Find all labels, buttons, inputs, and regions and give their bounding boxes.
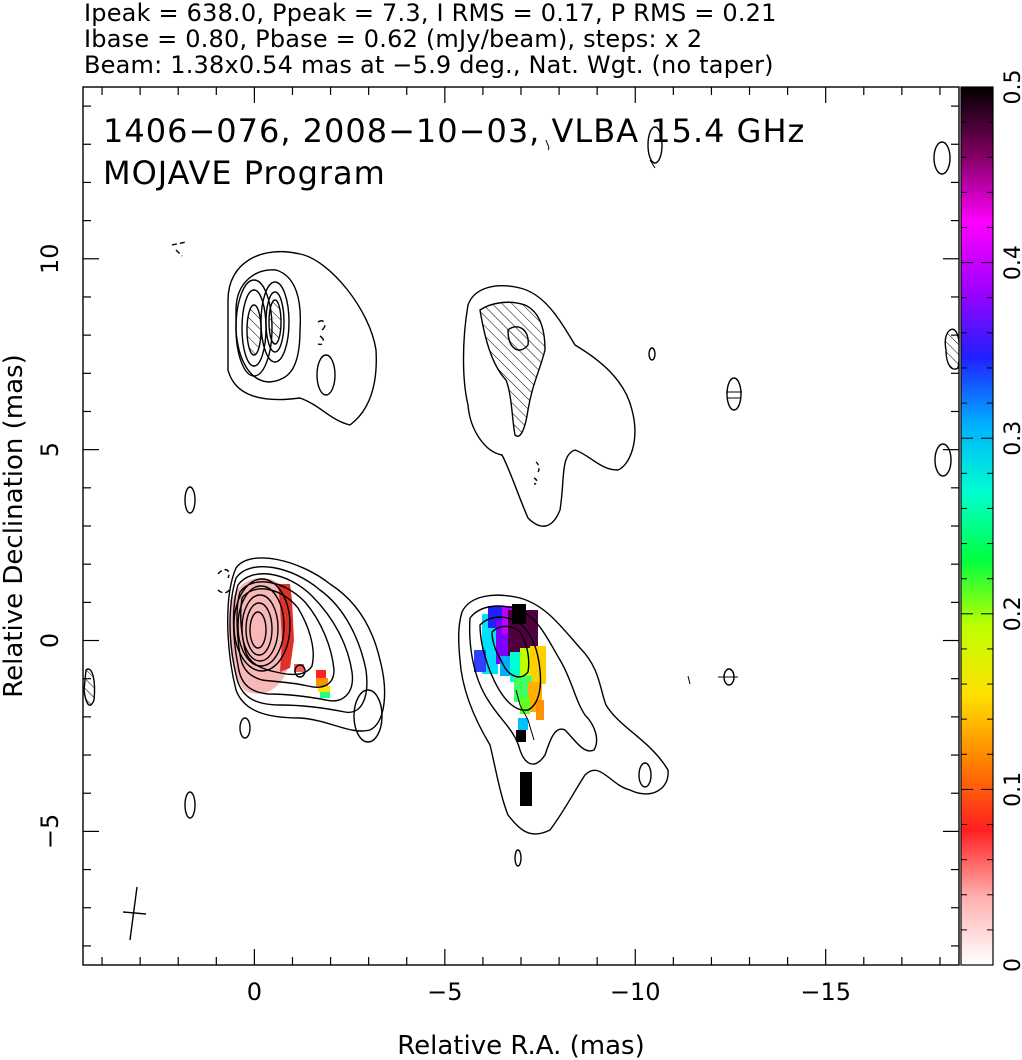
spot (84, 669, 95, 705)
beam-marker (123, 887, 146, 940)
spot (934, 142, 950, 174)
spot (185, 487, 195, 513)
y-tick-label: 10 (36, 244, 64, 275)
plot-frame (83, 87, 959, 965)
colorbar-tick-label: 0.3 (1001, 421, 1022, 456)
y-tick-label: 0 (36, 633, 64, 648)
chart-title: 1406−076, 2008−10−03, VLBA 15.4 GHz (103, 112, 805, 150)
knot-green (320, 692, 330, 698)
spot (726, 392, 742, 398)
y-tick-label: −5 (36, 814, 64, 849)
colorbar-tick-label: 0 (1001, 958, 1022, 972)
colorbar-tick-label: 0.5 (1001, 70, 1022, 105)
contours (84, 127, 960, 940)
colorbar-tick-label: 0.1 (1001, 772, 1022, 807)
x-tick-label: −5 (427, 978, 462, 1006)
x-tick-label: −10 (610, 978, 661, 1006)
jet-pol-blob (474, 604, 546, 806)
spot (727, 378, 741, 410)
polarization-overlay (229, 578, 546, 806)
spot (688, 676, 738, 684)
x-axis-label: Relative R.A. (mas) (397, 1031, 644, 1060)
knot-red (316, 670, 326, 678)
x-tick-label: −15 (800, 978, 851, 1006)
axes: 0 −5 −10 −15 −5 0 5 10 (36, 87, 959, 1006)
chart-subtitle: MOJAVE Program (103, 154, 386, 192)
colorbar-tick-label: 0.2 (1001, 596, 1022, 631)
x-tick-label: 0 (247, 978, 262, 1006)
y-axis-label: Relative Declination (mas) (0, 354, 29, 697)
colorbar-gradient (961, 87, 993, 965)
spot (185, 792, 195, 818)
colorbar-tick-label: 0.4 (1001, 245, 1022, 280)
upper-right-contours (464, 286, 656, 526)
colorbar: 0 0.1 0.2 0.3 0.4 0.5 (961, 70, 1022, 973)
spot (935, 444, 951, 476)
upper-left-contours (172, 242, 376, 425)
y-tick-label: 5 (36, 442, 64, 457)
